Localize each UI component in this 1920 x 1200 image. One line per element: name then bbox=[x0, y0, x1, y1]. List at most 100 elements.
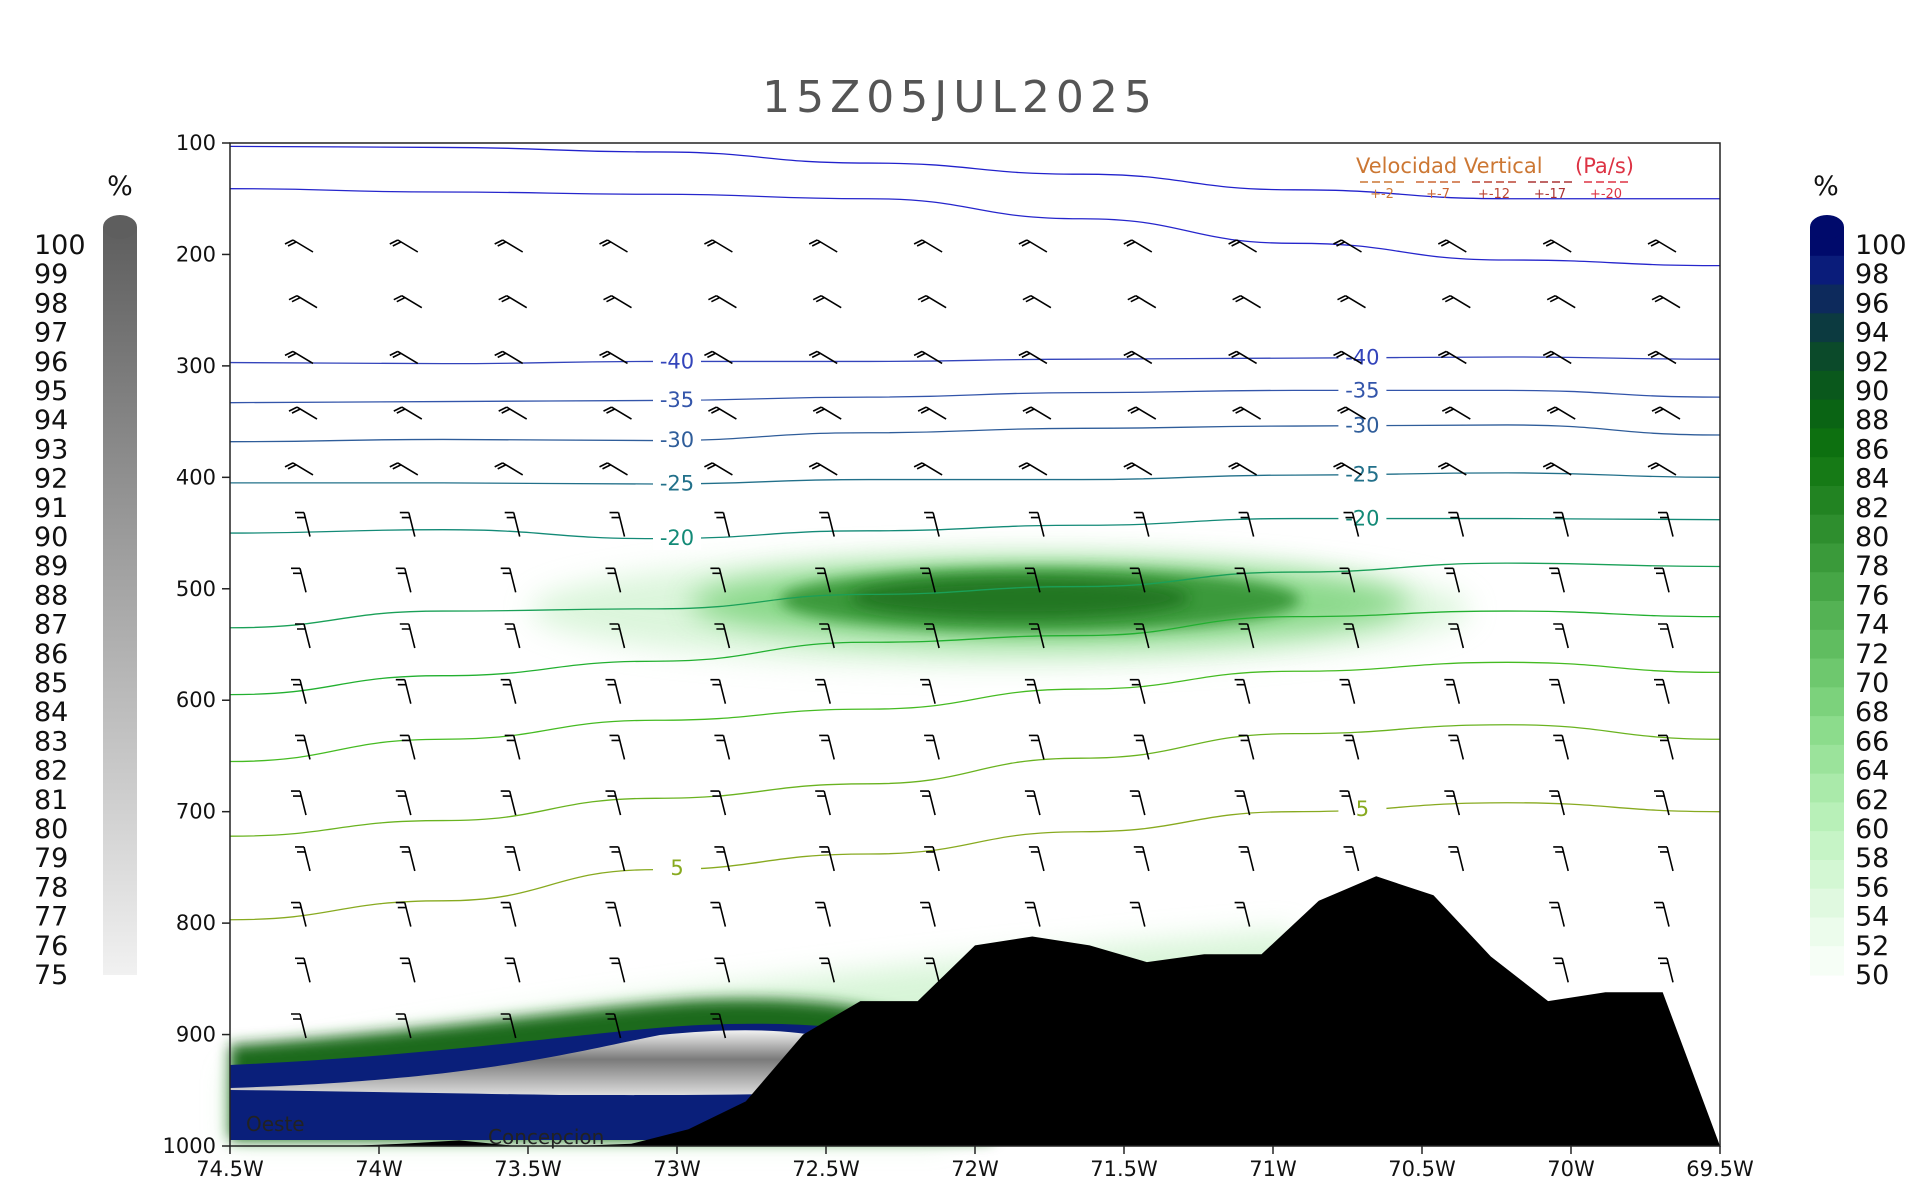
legend-unit: (Pa/s) bbox=[1575, 154, 1634, 178]
wind-barb bbox=[599, 239, 628, 253]
wind-barb bbox=[1654, 678, 1670, 704]
wind-barb bbox=[291, 1013, 307, 1039]
wind-barb bbox=[389, 462, 419, 476]
wind-barb bbox=[1018, 239, 1048, 253]
colorbar-swatch bbox=[1810, 658, 1844, 688]
colorbar-label: 84 bbox=[34, 697, 68, 728]
colorbar-fill bbox=[103, 227, 137, 975]
wind-barb bbox=[1228, 462, 1258, 476]
wind-barb bbox=[393, 406, 423, 420]
wind-barb bbox=[500, 901, 517, 927]
colorbar-swatch bbox=[1810, 831, 1844, 861]
wind-barb bbox=[1437, 350, 1467, 365]
wind-barb bbox=[1228, 239, 1258, 253]
wind-barb bbox=[603, 294, 632, 309]
wind-barb bbox=[291, 678, 307, 704]
wind-barb bbox=[605, 567, 622, 593]
wind-barb bbox=[395, 790, 412, 816]
wind-barb bbox=[1441, 406, 1471, 420]
wind-barb bbox=[1133, 846, 1150, 872]
contour-line bbox=[229, 517, 1721, 540]
wind-barb bbox=[1234, 567, 1251, 593]
wind-barb bbox=[399, 957, 416, 983]
colorbar-label: 84 bbox=[1855, 464, 1889, 495]
wind-barb bbox=[1549, 678, 1565, 704]
wind-barb bbox=[494, 350, 524, 365]
wind-barb bbox=[1444, 678, 1461, 704]
colorbar-swatch bbox=[1810, 284, 1844, 314]
colorbar-label: 98 bbox=[1855, 259, 1889, 290]
y-tick-label: 200 bbox=[176, 242, 216, 266]
wind-barb bbox=[1339, 567, 1356, 593]
y-tick-label: 100 bbox=[176, 131, 216, 155]
wind-barb bbox=[1133, 734, 1150, 760]
contour-label-bg bbox=[653, 471, 701, 496]
contour-label: -35 bbox=[660, 388, 694, 412]
wind-barb bbox=[1232, 294, 1262, 309]
colorbar-swatch bbox=[1810, 342, 1844, 372]
colorbar-label: 98 bbox=[34, 288, 68, 319]
colorbar-swatch bbox=[1810, 485, 1844, 516]
colorbar-label: 94 bbox=[1855, 318, 1889, 349]
wind-barb bbox=[819, 734, 835, 760]
wind-barb bbox=[609, 511, 626, 537]
x-tick-label: 73W bbox=[653, 1157, 701, 1181]
colorbar-label: 86 bbox=[34, 639, 68, 670]
colorbar-label: 94 bbox=[34, 405, 68, 436]
wind-barb bbox=[500, 1013, 517, 1039]
wind-barb bbox=[1549, 567, 1565, 593]
wind-barb bbox=[704, 239, 733, 253]
y-tick-label: 300 bbox=[176, 354, 216, 378]
wind-barb bbox=[1022, 406, 1052, 420]
wind-barb bbox=[815, 567, 831, 593]
wind-barb bbox=[1343, 623, 1360, 649]
wind-barb bbox=[1339, 790, 1356, 816]
wind-barb bbox=[1028, 846, 1045, 872]
legend-level: +-2 bbox=[1370, 187, 1394, 202]
colorbar-label: 92 bbox=[1855, 347, 1889, 378]
colorbar-label: 86 bbox=[1855, 434, 1889, 465]
wind-barb bbox=[498, 406, 528, 420]
y-tick-label: 700 bbox=[176, 800, 216, 824]
wind-barb bbox=[284, 239, 314, 253]
colorbar-swatch bbox=[1810, 399, 1844, 429]
wind-barb bbox=[1234, 678, 1251, 704]
wind-barb bbox=[710, 1013, 727, 1039]
wind-barb bbox=[1333, 239, 1362, 253]
wind-barb bbox=[288, 406, 318, 420]
wind-barb bbox=[917, 406, 947, 420]
x-tick-label: 74W bbox=[355, 1157, 403, 1181]
x-tick-label: 69.5W bbox=[1686, 1157, 1754, 1181]
wind-barb bbox=[920, 790, 936, 816]
wind-barb bbox=[913, 239, 943, 253]
wind-barb bbox=[494, 239, 524, 253]
wind-barb bbox=[295, 846, 311, 872]
wind-barb bbox=[399, 623, 416, 649]
colorbar-label: 90 bbox=[34, 522, 68, 553]
colorbar-label: 74 bbox=[1855, 610, 1889, 641]
wind-barbs bbox=[284, 239, 1681, 1039]
contour-line bbox=[229, 661, 1721, 763]
wind-barb bbox=[504, 511, 521, 537]
x-tick-label: 72.5W bbox=[792, 1157, 860, 1181]
colorbar-right-unit: % bbox=[1813, 171, 1839, 202]
contour-label: 5 bbox=[1356, 797, 1369, 821]
wind-barb bbox=[288, 294, 318, 309]
wind-barb bbox=[704, 350, 733, 365]
colorbar-swatch bbox=[1810, 687, 1844, 717]
wind-barb bbox=[1333, 350, 1362, 365]
wind-barb bbox=[1651, 406, 1681, 420]
colorbar-label: 99 bbox=[34, 259, 68, 290]
colorbar-label: 79 bbox=[34, 843, 68, 874]
wind-barb bbox=[924, 623, 940, 649]
wind-barb bbox=[924, 846, 940, 872]
x-axis: 74.5W 74W 73.5W 73W 72.5W 72W 71.5W 71W 70.5W 70W… bbox=[196, 1146, 1754, 1181]
colorbar-label: 76 bbox=[34, 931, 68, 962]
wind-barb bbox=[1133, 511, 1150, 537]
legend-title: Velocidad Vertical bbox=[1356, 154, 1543, 178]
humidity-shading-upper bbox=[530, 555, 1470, 665]
colorbar-label: 100 bbox=[1855, 230, 1907, 261]
wind-barb bbox=[295, 957, 311, 983]
wind-barb bbox=[1553, 511, 1569, 537]
